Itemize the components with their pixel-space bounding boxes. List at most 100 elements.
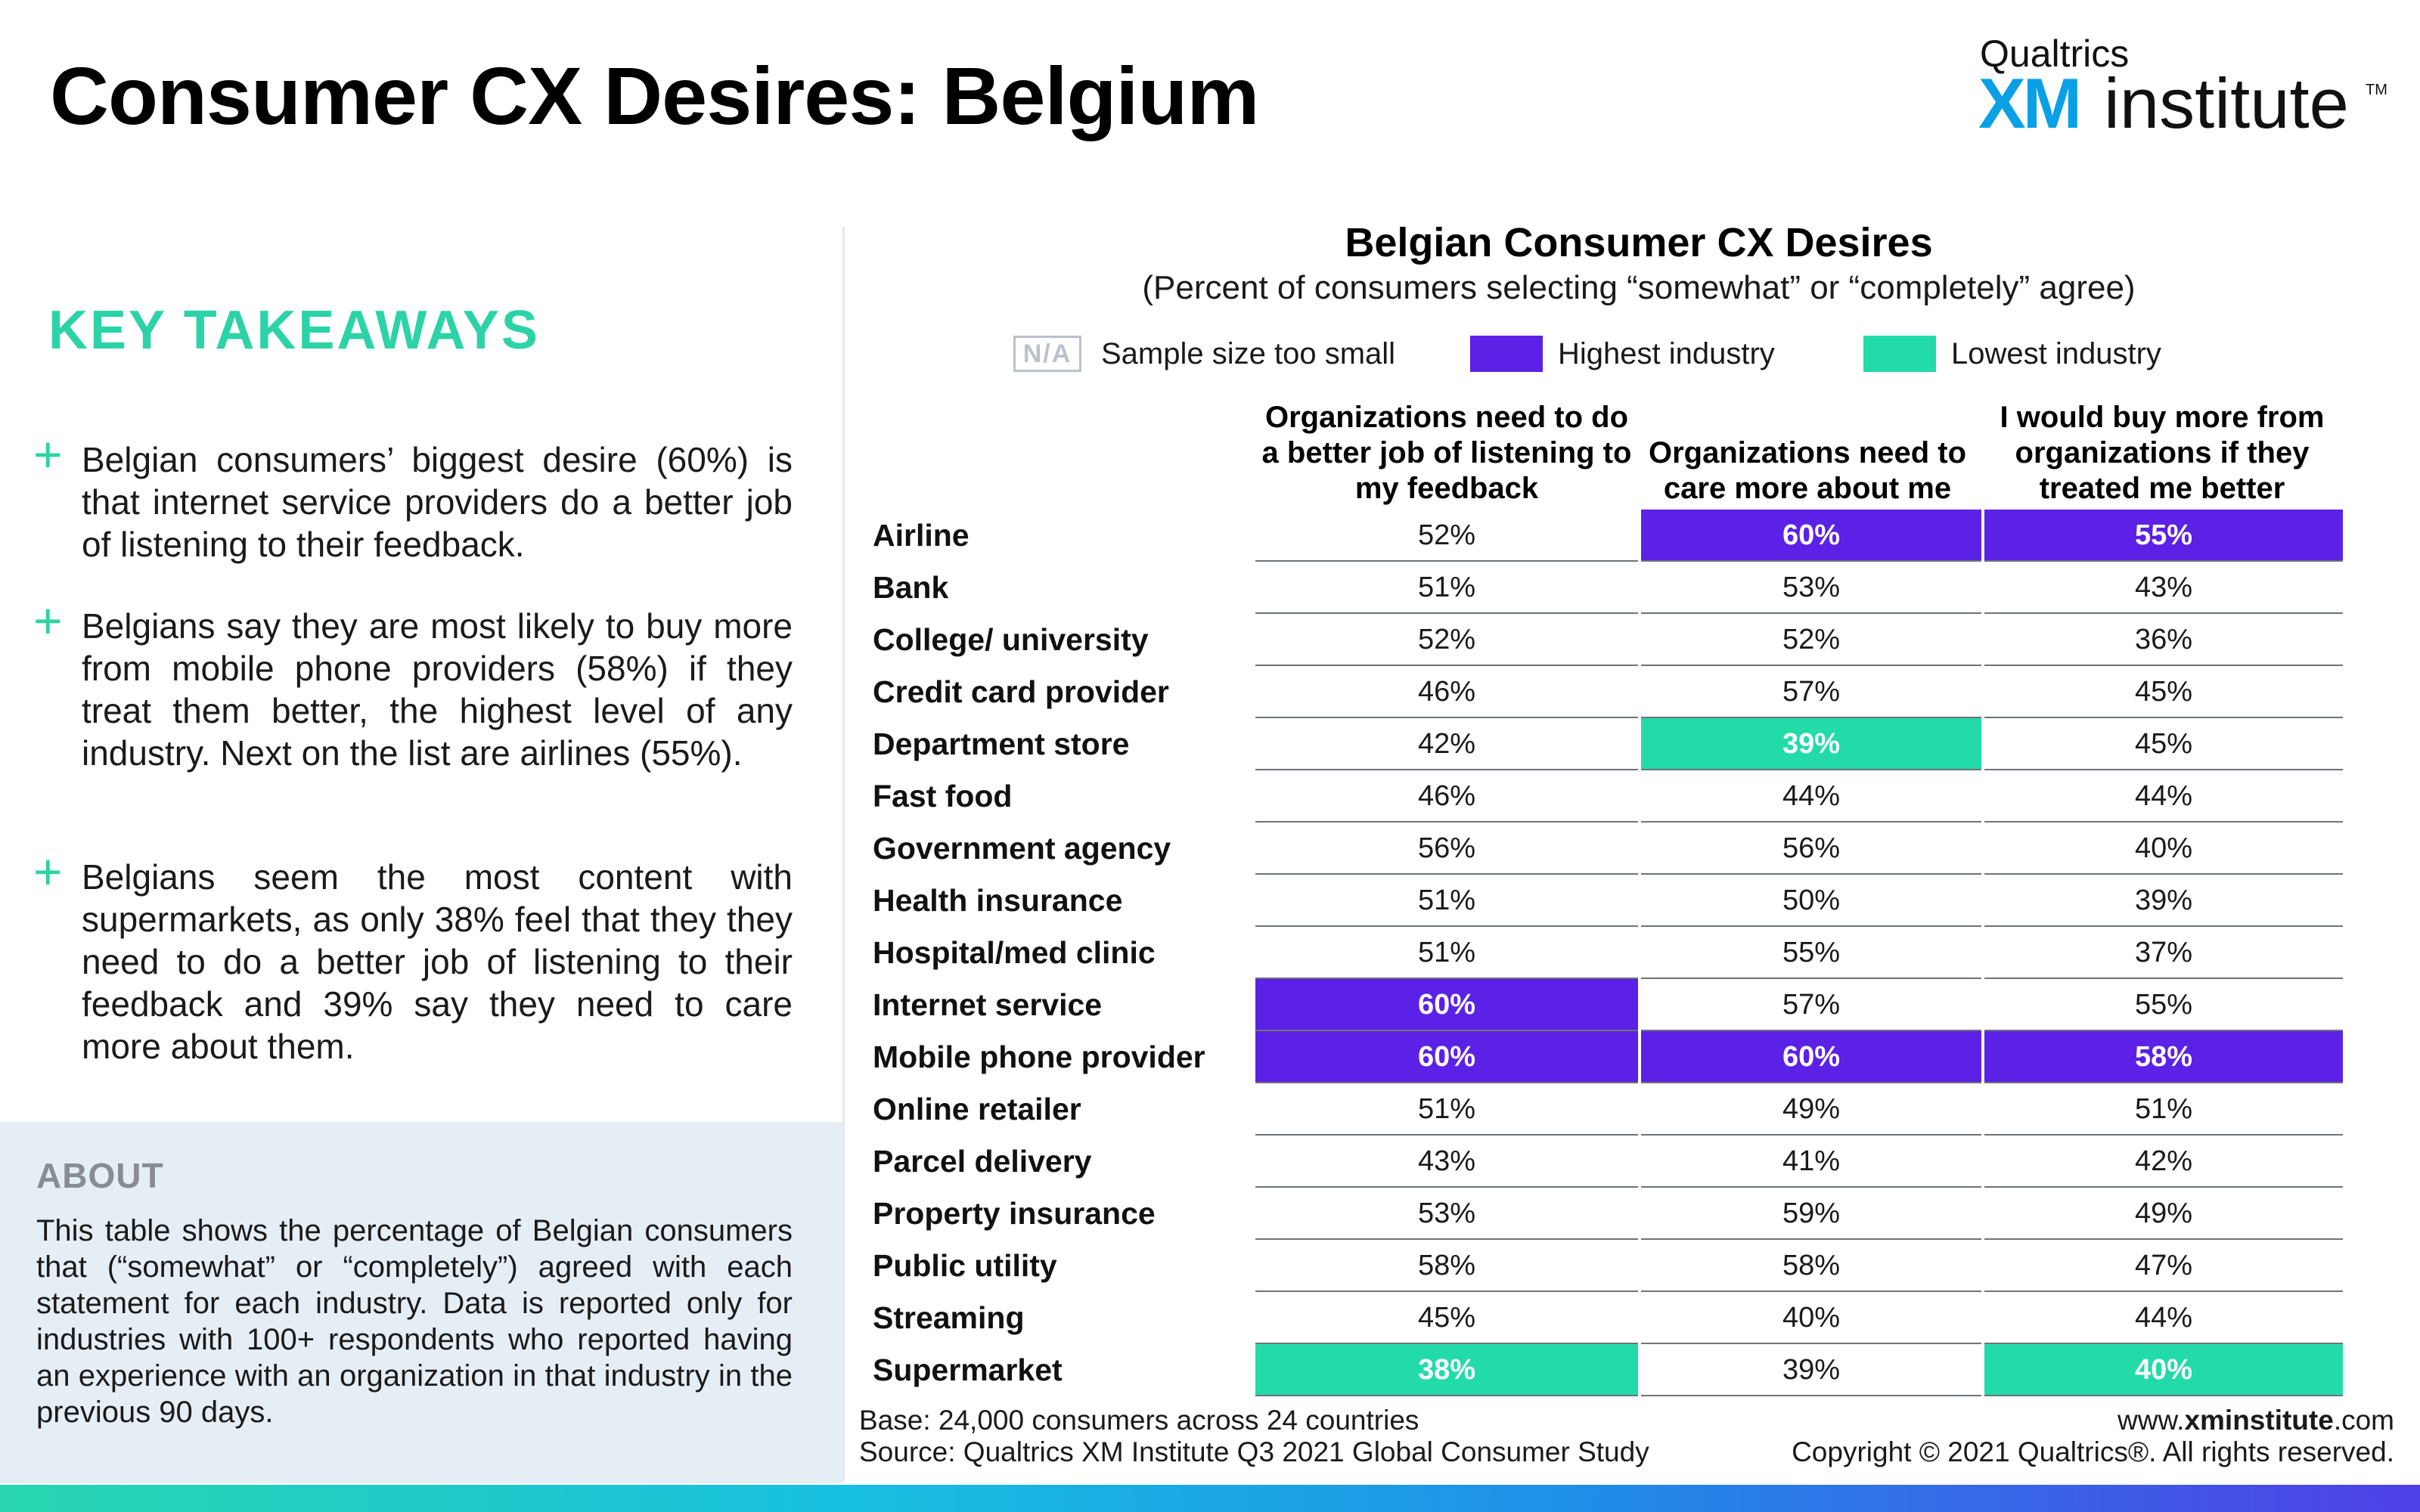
table-cell: 49% <box>1641 1083 1981 1136</box>
table-cell: 43% <box>1255 1136 1638 1188</box>
table-cell: 52% <box>1255 510 1638 562</box>
footer-source: Base: 24,000 consumers across 24 countri… <box>859 1405 1649 1468</box>
takeaway-item: + Belgians seem the most content with su… <box>33 847 793 1067</box>
legend-item-na: N/A Sample size too small <box>1013 331 1395 376</box>
table-cell: 41% <box>1641 1136 1981 1188</box>
table-cell-highest: 60% <box>1641 1031 1981 1083</box>
table-cell: 56% <box>1641 823 1981 875</box>
table-row: Health insurance 51% 50% 39% <box>862 875 2418 927</box>
table-cell: 45% <box>1984 666 2343 718</box>
row-label: Property insurance <box>873 1196 1156 1231</box>
table-cell: 43% <box>1984 562 2343 614</box>
table-cell: 53% <box>1641 562 1981 614</box>
plus-icon: + <box>33 426 63 482</box>
table-row: Fast food 46% 44% 44% <box>862 770 2418 823</box>
table-cell: 42% <box>1255 718 1638 770</box>
takeaway-text: Belgian consumers’ biggest desire (60%) … <box>82 440 793 564</box>
table-cell: 46% <box>1255 770 1638 823</box>
column-header-care: Organizations need to care more about me <box>1648 436 1967 505</box>
table-row: Hospital/med clinic 51% 55% 37% <box>862 927 2418 979</box>
legend: N/A Sample size too small Highest indust… <box>1013 331 2223 376</box>
table-row: Airline 52% 60% 55% <box>862 510 2418 562</box>
table-row: Online retailer 51% 49% 51% <box>862 1083 2418 1136</box>
logo-xm-text: XM <box>1978 64 2082 143</box>
table-cell-highest: 60% <box>1255 979 1638 1031</box>
row-label: Parcel delivery <box>873 1144 1092 1179</box>
takeaway-item: + Belgian consumers’ biggest desire (60%… <box>33 429 793 565</box>
logo-institute-text: institute <box>2104 64 2349 143</box>
table-row: Internet service 60% 57% 55% <box>862 979 2418 1031</box>
takeaway-text: Belgians seem the most content with supe… <box>82 857 793 1066</box>
plus-icon: + <box>33 844 63 900</box>
table-row: Supermarket 38% 39% 40% <box>862 1344 2418 1396</box>
table-cell: 51% <box>1255 1083 1638 1136</box>
logo-trademark: TM <box>2366 82 2387 98</box>
legend-item-lowest: Lowest industry <box>1863 331 2161 376</box>
row-label: Online retailer <box>873 1092 1081 1126</box>
table-cell: 51% <box>1984 1083 2343 1136</box>
row-label: Supermarket <box>873 1352 1063 1387</box>
page-title: Consumer CX Desires: Belgium <box>50 50 1259 141</box>
table-cell: 58% <box>1641 1240 1981 1292</box>
footer-copyright: www.xminstitute.com Copyright © 2021 Qua… <box>1792 1405 2394 1468</box>
legend-label-na: Sample size too small <box>1101 336 1396 370</box>
highest-swatch <box>1470 336 1543 372</box>
about-panel <box>0 1122 842 1483</box>
table-cell-highest: 58% <box>1984 1031 2343 1083</box>
table-cell: 53% <box>1255 1188 1638 1240</box>
row-label: Government agency <box>873 831 1171 866</box>
table-cell: 52% <box>1255 614 1638 666</box>
column-header-buy-more: I would buy more from organizations if t… <box>2000 401 2325 505</box>
table-row: College/ university 52% 52% 36% <box>862 614 2418 666</box>
table-cell: 40% <box>1984 823 2343 875</box>
row-label: Department store <box>873 727 1130 761</box>
legend-label-lowest: Lowest industry <box>1951 336 2161 370</box>
table-cell: 46% <box>1255 666 1638 718</box>
row-label: Public utility <box>873 1248 1057 1283</box>
table-cell: 51% <box>1255 875 1638 927</box>
table-cell: 51% <box>1255 562 1638 614</box>
table-cell: 49% <box>1984 1188 2343 1240</box>
table-cell: 57% <box>1641 666 1981 718</box>
table-cell-highest: 55% <box>1984 510 2343 562</box>
legend-label-highest: Highest industry <box>1558 336 1775 370</box>
table-cell: 44% <box>1984 1292 2343 1344</box>
table-cell: 36% <box>1984 614 2343 666</box>
footer-base: Base: 24,000 consumers across 24 countri… <box>859 1405 1419 1436</box>
about-text: This table shows the percentage of Belgi… <box>36 1214 793 1429</box>
legend-item-highest: Highest industry <box>1470 331 1775 376</box>
xm-institute-logo: Qualtrics XM institute TM <box>1978 29 2387 150</box>
footer-url-link[interactable]: www.xminstitute.com <box>2118 1405 2394 1436</box>
table-cell-lowest: 38% <box>1255 1344 1638 1396</box>
table-row: Mobile phone provider 60% 60% 58% <box>862 1031 2418 1083</box>
table-row: Parcel delivery 43% 41% 42% <box>862 1136 2418 1188</box>
table-cell: 42% <box>1984 1136 2343 1188</box>
plus-icon: + <box>33 593 63 649</box>
row-label: Mobile phone provider <box>873 1040 1205 1074</box>
table-row: Credit card provider 46% 57% 45% <box>862 666 2418 718</box>
row-label: Bank <box>873 570 949 605</box>
footer-copyright-text: Copyright © 2021 Qualtrics®. All rights … <box>1792 1436 2394 1467</box>
row-label: Credit card provider <box>873 674 1169 709</box>
table-cell-highest: 60% <box>1255 1031 1638 1083</box>
logo-qualtrics-text: Qualtrics <box>1980 33 2130 75</box>
bottom-gradient-bar <box>0 1485 2420 1512</box>
lowest-swatch <box>1863 336 1936 372</box>
table-cell-lowest: 40% <box>1984 1344 2343 1396</box>
cx-desires-table: Airline 52% 60% 55% Bank 51% 53% 43% College/ un… <box>862 510 2418 1396</box>
table-cell: 45% <box>1984 718 2343 770</box>
table-row: Public utility 58% 58% 47% <box>862 1240 2418 1292</box>
table-cell: 58% <box>1255 1240 1638 1292</box>
row-label: Fast food <box>873 779 1013 813</box>
table-row: Streaming 45% 40% 44% <box>862 1292 2418 1344</box>
vertical-divider <box>842 227 845 1482</box>
row-label: Internet service <box>873 987 1103 1022</box>
table-cell: 57% <box>1641 979 1981 1031</box>
takeaway-item: + Belgians say they are most likely to b… <box>33 596 793 774</box>
table-cell-lowest: 39% <box>1641 718 1981 770</box>
column-header-listening: Organizations need to do a better job of… <box>1261 401 1632 505</box>
row-label: Airline <box>873 518 970 553</box>
table-cell-highest: 60% <box>1641 510 1981 562</box>
table-cell: 45% <box>1255 1292 1638 1344</box>
row-label: Hospital/med clinic <box>873 935 1156 970</box>
